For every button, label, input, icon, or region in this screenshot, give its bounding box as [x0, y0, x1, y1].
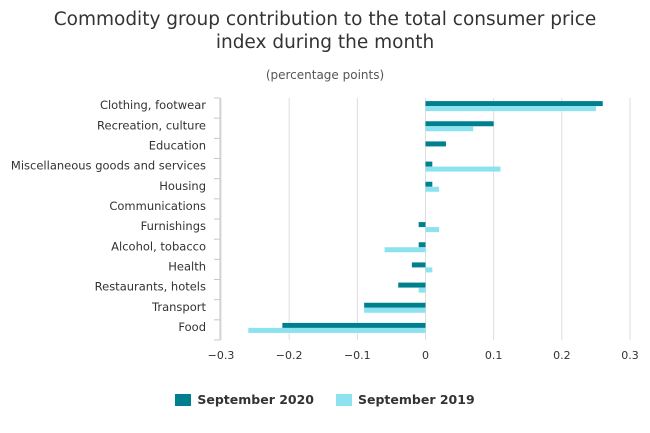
- x-tick-label: 0.3: [621, 349, 639, 362]
- bar-series-2[interactable]: [425, 106, 596, 112]
- legend-item-series-2[interactable]: September 2019: [336, 392, 475, 407]
- x-tick-label: −0.1: [344, 349, 371, 362]
- category-label: Miscellaneous goods and services: [11, 159, 206, 173]
- bar-series-1[interactable]: [425, 101, 603, 107]
- category-label: Transport: [151, 300, 206, 314]
- bar-series-1[interactable]: [418, 222, 426, 228]
- bar-series-2[interactable]: [425, 227, 440, 233]
- category-label: Food: [178, 320, 206, 334]
- bar-series-2[interactable]: [384, 247, 426, 253]
- category-label: Communications: [109, 199, 206, 213]
- category-label: Housing: [159, 179, 206, 193]
- bar-series-1[interactable]: [282, 322, 426, 328]
- x-tick-label: 0.2: [553, 349, 571, 362]
- bar-series-2[interactable]: [425, 186, 440, 192]
- chart-title: Commodity group contribution to the tota…: [0, 8, 650, 54]
- bar-series-1[interactable]: [425, 161, 433, 167]
- bar-series-1[interactable]: [425, 121, 494, 127]
- legend-label-series-1: September 2020: [197, 392, 314, 407]
- x-tick-label: 0.1: [485, 349, 503, 362]
- category-label: Clothing, footwear: [100, 98, 206, 112]
- category-label: Health: [168, 259, 206, 273]
- x-tick-label: 0: [422, 349, 429, 362]
- category-label: Recreation, culture: [97, 118, 206, 132]
- bar-series-1[interactable]: [425, 141, 446, 147]
- bar-series-2[interactable]: [248, 327, 426, 333]
- x-tick-label: −0.2: [276, 349, 303, 362]
- category-label: Furnishings: [141, 219, 206, 233]
- chart-title-line-2: index during the month: [215, 32, 435, 53]
- bar-series-2[interactable]: [418, 287, 426, 293]
- category-label: Restaurants, hotels: [95, 280, 206, 294]
- bar-series-2[interactable]: [425, 126, 474, 132]
- bar-chart: −0.3 −0.2 −0.1 0 0.1 0.2 0.3 Clothing, footwear…: [11, 97, 639, 362]
- legend-label-series-2: September 2019: [358, 392, 475, 407]
- chart-title-line-1: Commodity group contribution to the tota…: [53, 9, 597, 30]
- category-label: Alcohol, tobacco: [111, 239, 206, 253]
- bar-series-2[interactable]: [364, 307, 426, 313]
- bar-series-1[interactable]: [418, 242, 426, 248]
- bar-series-1[interactable]: [411, 262, 426, 268]
- bar-series-1[interactable]: [364, 302, 426, 308]
- chart-subtitle: (percentage points): [265, 68, 385, 82]
- legend: September 2020 September 2019: [0, 392, 650, 407]
- bar-series-1[interactable]: [398, 282, 426, 288]
- legend-swatch-series-2: [336, 393, 352, 406]
- bar-series-2[interactable]: [425, 267, 433, 273]
- x-tick-label: −0.3: [208, 349, 235, 362]
- legend-item-series-1[interactable]: September 2020: [175, 392, 314, 407]
- legend-swatch-series-1: [175, 393, 192, 406]
- bar-series-2[interactable]: [425, 166, 501, 172]
- bar-series-1[interactable]: [425, 181, 433, 187]
- category-label: Education: [149, 138, 206, 152]
